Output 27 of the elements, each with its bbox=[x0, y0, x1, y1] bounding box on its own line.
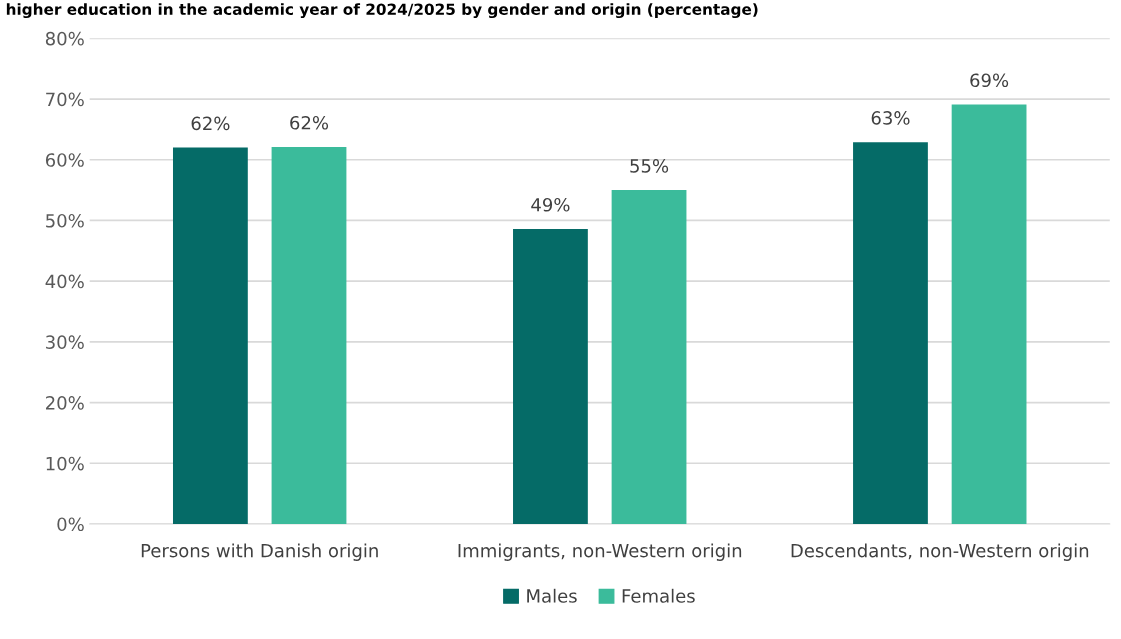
chart-title: higher education in the academic year of 2024/2025 by gender and origin (percentage) bbox=[6, 3, 758, 19]
y-tick-label: 50% bbox=[46, 213, 84, 228]
y-tick-label: 70% bbox=[46, 92, 84, 107]
bar bbox=[611, 190, 687, 524]
data-label: 62% bbox=[290, 115, 329, 130]
bar bbox=[172, 147, 248, 524]
y-tick-label: 60% bbox=[45, 153, 84, 167]
data-label: 69% bbox=[970, 73, 1009, 88]
y-tick-label: 20% bbox=[46, 396, 84, 410]
data-label: 49% bbox=[531, 197, 570, 212]
y-tick-label: 10% bbox=[46, 456, 84, 471]
bar bbox=[853, 142, 928, 524]
bar bbox=[271, 147, 347, 524]
bar bbox=[951, 104, 1027, 524]
legend-label: Females bbox=[622, 588, 695, 603]
y-tick-label: 30% bbox=[46, 335, 84, 349]
legend-label: Males bbox=[527, 588, 577, 603]
x-tick-label: Persons with Danish origin bbox=[141, 543, 378, 561]
y-tick-label: 40% bbox=[45, 274, 84, 289]
x-tick-label: Descendants, non-Western origin bbox=[791, 543, 1089, 561]
data-label: 55% bbox=[630, 159, 669, 173]
bar bbox=[513, 228, 588, 524]
data-label: 63% bbox=[871, 111, 910, 125]
x-tick-label: Immigrants, non-Western origin bbox=[458, 543, 742, 561]
data-label: 62% bbox=[191, 116, 230, 131]
y-tick-label: 0% bbox=[57, 517, 84, 532]
y-tick-label: 80% bbox=[45, 31, 84, 46]
